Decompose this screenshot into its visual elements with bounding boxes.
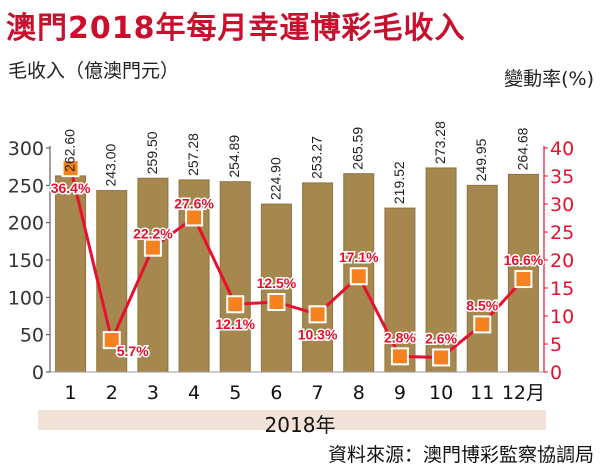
change-value-label-11: 8.5% — [466, 297, 498, 313]
change-value-label-7: 10.3% — [298, 326, 338, 342]
bar-value-label-1: 262.60 — [62, 129, 78, 172]
x-tick-label-7: 7 — [312, 382, 324, 404]
axes-layer: 0 50 100 150 200 250 300 0 5 10 15 20 25 30 35 40 1 2 3 4 5 6… — [8, 138, 574, 404]
bar-5 — [219, 181, 251, 373]
change-marker-4 — [185, 208, 204, 227]
bar-value-label-5: 254.89 — [226, 135, 242, 178]
right-axis-label: 變動率(%) — [504, 68, 594, 90]
x-tick-label-6: 6 — [270, 382, 282, 404]
left-tick-label-0: 0 — [32, 362, 44, 384]
left-tick-label-250: 250 — [8, 175, 44, 197]
right-tick-label-20: 20 — [550, 250, 574, 272]
bar-7 — [302, 182, 334, 373]
line-layer — [61, 159, 533, 367]
change-value-label-3: 22.2% — [133, 226, 173, 242]
change-marker-8 — [349, 267, 368, 286]
right-tick-label-25: 25 — [550, 222, 574, 244]
x-axis-label: 2018年 — [264, 413, 336, 437]
bar-value-label-2: 243.00 — [103, 144, 119, 187]
bar-1 — [55, 175, 87, 373]
source-note: 資料來源：澳門博彩監察協調局 — [327, 444, 594, 466]
change-marker-11 — [473, 315, 492, 334]
x-tick-label-4: 4 — [188, 382, 200, 404]
change-marker-6 — [267, 293, 286, 311]
labels-layer: 262.60 243.00 259.50 257.28 254.89 224.90 253.… — [49, 121, 545, 361]
bar-3 — [137, 177, 169, 373]
change-value-label-1: 36.4% — [51, 180, 91, 196]
change-marker-3 — [143, 238, 162, 257]
x-tick-label-8: 8 — [353, 382, 365, 404]
x-tick-label-10: 10 — [429, 382, 453, 404]
bar-value-label-10: 273.28 — [432, 121, 448, 164]
right-tick-label-10: 10 — [550, 306, 574, 328]
change-marker-10 — [432, 348, 451, 367]
left-tick-label-150: 150 — [8, 250, 44, 272]
left-tick-label-100: 100 — [8, 287, 44, 309]
bar-value-label-11: 249.95 — [473, 138, 489, 181]
change-marker-5 — [226, 295, 245, 314]
bar-value-label-9: 219.52 — [391, 161, 407, 204]
change-value-label-2: 5.7% — [117, 343, 149, 359]
change-value-label-10: 2.6% — [425, 330, 457, 346]
x-tick-label-5: 5 — [229, 382, 241, 404]
left-tick-label-300: 300 — [8, 138, 44, 160]
x-tick-label-11: 11 — [470, 382, 494, 404]
right-tick-label-40: 40 — [550, 138, 574, 160]
right-tick-label-15: 15 — [550, 278, 574, 300]
bar-value-label-6: 224.90 — [267, 157, 283, 200]
change-value-label-6: 12.5% — [257, 275, 297, 291]
right-tick-label-0: 0 — [550, 362, 562, 384]
change-value-label-8: 17.1% — [339, 249, 379, 265]
left-axis-label: 毛收入（億澳門元） — [8, 60, 180, 82]
bar-value-label-3: 259.50 — [144, 131, 160, 174]
x-tick-label-1: 1 — [65, 382, 77, 404]
chart-title: 澳門2018年每月幸運博彩毛收入 — [6, 11, 466, 46]
change-marker-2 — [102, 331, 121, 350]
bar-value-label-8: 265.59 — [350, 127, 366, 170]
bar-value-label-7: 253.27 — [309, 136, 325, 179]
change-marker-12 — [514, 270, 533, 289]
bar-value-label-12: 264.68 — [514, 127, 530, 170]
bar-11 — [466, 184, 498, 373]
change-marker-1 — [61, 159, 80, 178]
change-marker-7 — [308, 305, 327, 324]
right-tick-label-35: 35 — [550, 166, 574, 188]
year-band — [38, 410, 546, 430]
bar-6 — [260, 203, 292, 373]
change-value-label-4: 27.6% — [174, 195, 214, 211]
right-tick-label-30: 30 — [550, 194, 574, 216]
x-tick-label-3: 3 — [147, 382, 159, 404]
change-value-label-9: 2.8% — [384, 329, 416, 345]
bar-10 — [425, 167, 457, 373]
change-marker-9 — [390, 347, 409, 366]
right-tick-label-5: 5 — [550, 334, 562, 356]
x-tick-label-9: 9 — [394, 382, 406, 404]
x-tick-label-2: 2 — [106, 382, 118, 404]
x-tick-label-12: 12月 — [502, 382, 545, 404]
bar-value-label-4: 257.28 — [185, 133, 201, 176]
left-tick-label-200: 200 — [8, 213, 44, 235]
change-value-label-12: 16.6% — [504, 252, 544, 268]
left-tick-label-50: 50 — [20, 325, 44, 347]
change-value-label-5: 12.1% — [215, 316, 255, 332]
